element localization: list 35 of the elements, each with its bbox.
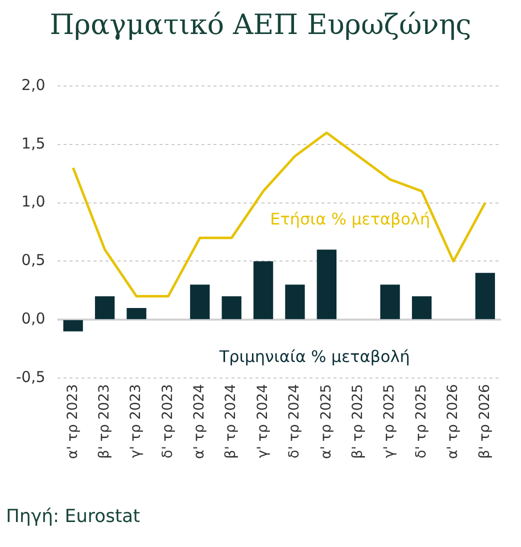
chart-title: Πραγματικό ΑΕΠ Ευρωζώνης xyxy=(48,8,472,41)
series-label: Ετήσια % μεταβολή xyxy=(270,210,430,229)
x-tick-label: γ' τρ 2023 xyxy=(128,384,144,458)
bar xyxy=(94,296,115,320)
bar xyxy=(63,320,83,332)
bar xyxy=(222,296,242,320)
y-tick-label: 1,0 xyxy=(21,192,46,211)
bar xyxy=(253,261,274,320)
x-tick-label: β' τρ 2026 xyxy=(476,384,493,459)
x-tick-label: β' τρ 2023 xyxy=(96,384,112,459)
bar xyxy=(316,250,336,320)
y-tick-label: 1,5 xyxy=(21,134,46,152)
x-tick-label: γ' τρ 2025 xyxy=(382,384,398,458)
bar xyxy=(126,308,146,320)
y-tick-label: 0,5 xyxy=(21,251,46,270)
x-tick-label: δ' τρ 2023 xyxy=(160,384,176,458)
x-tick-label: β' τρ 2025 xyxy=(350,384,366,459)
text: Πηγή: Eurostat xyxy=(6,506,140,527)
y-tick-label: -0,5 xyxy=(16,368,46,386)
y-tick-label: 0,0 xyxy=(21,310,46,328)
bar xyxy=(380,284,400,320)
x-tick-label: α' τρ 2023 xyxy=(64,384,81,459)
x-tick-label: α' τρ 2026 xyxy=(445,384,462,459)
bar xyxy=(190,284,210,320)
bar xyxy=(475,272,495,320)
bar xyxy=(412,296,432,320)
x-tick-label: α' τρ 2025 xyxy=(318,384,334,459)
x-tick-label: β' τρ 2024 xyxy=(223,384,240,459)
bar xyxy=(285,284,305,320)
x-tick-label: α' τρ 2024 xyxy=(192,384,208,459)
series-label: Τριμηνιαία % μεταβολή xyxy=(218,346,410,366)
x-tick-label: γ' τρ 2024 xyxy=(254,384,271,458)
x-tick-label: δ' τρ 2025 xyxy=(413,384,430,458)
x-tick-label: δ' τρ 2024 xyxy=(286,384,303,458)
y-tick-label: 2,0 xyxy=(21,76,46,94)
